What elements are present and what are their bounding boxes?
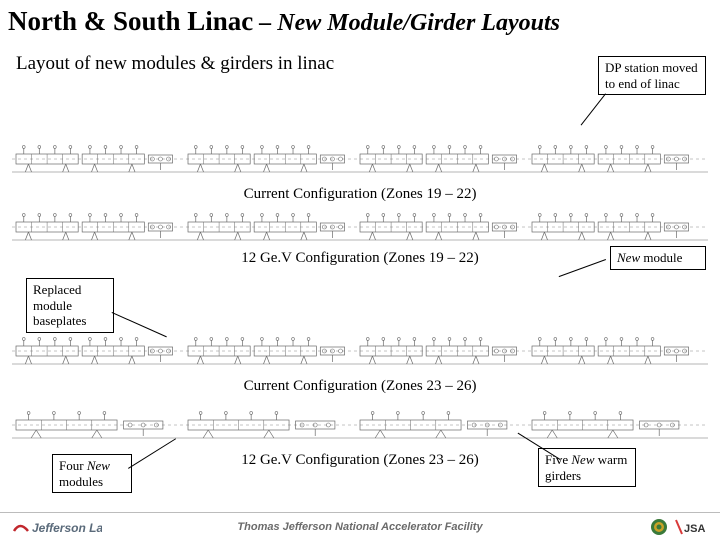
- doe-seal-icon: [650, 518, 668, 536]
- callout-replaced-baseplates: Replaced module baseplates: [26, 278, 114, 333]
- caption-12gev-23-26: 12 Ge.V Configuration (Zones 23 – 26): [0, 452, 720, 469]
- caption-current-19-22: Current Configuration (Zones 19 – 22): [0, 186, 720, 203]
- title-main: North & South Linac: [8, 6, 253, 36]
- linac-diagram-icon: [12, 404, 708, 446]
- slide-title: North & South Linac – New Module/Girder …: [0, 0, 720, 39]
- callout-dp-station: DP station moved to end of linac: [598, 56, 706, 95]
- jsa-logo-icon: JSA: [674, 518, 708, 536]
- caption-12gev-19-22: 12 Ge.V Configuration (Zones 19 – 22): [0, 250, 720, 267]
- caption-current-23-26: Current Configuration (Zones 23 – 26): [0, 378, 720, 395]
- footer-right: JSA: [650, 518, 708, 536]
- jefferson-lab-logo-icon: Jefferson Lab: [12, 517, 102, 537]
- title-sub: – New Module/Girder Layouts: [253, 10, 560, 36]
- linac-row-current-23-26: [12, 330, 708, 372]
- footer: Jefferson Lab Thomas Jefferson National …: [0, 512, 720, 540]
- linac-diagram-icon: [12, 330, 708, 372]
- linac-row-12gev-23-26: [12, 404, 708, 446]
- footer-left: Jefferson Lab: [12, 517, 102, 537]
- leader-line: [581, 93, 606, 125]
- footer-center: Thomas Jefferson National Accelerator Fa…: [237, 521, 482, 533]
- callout-four-label: modules: [59, 474, 103, 489]
- linac-row-12gev-19-22: [12, 206, 708, 248]
- linac-diagram-icon: [12, 138, 708, 180]
- footer-lab-name: Jefferson Lab: [32, 521, 102, 535]
- linac-row-current-19-22: [12, 138, 708, 180]
- svg-text:JSA: JSA: [684, 523, 705, 535]
- linac-diagram-icon: [12, 206, 708, 248]
